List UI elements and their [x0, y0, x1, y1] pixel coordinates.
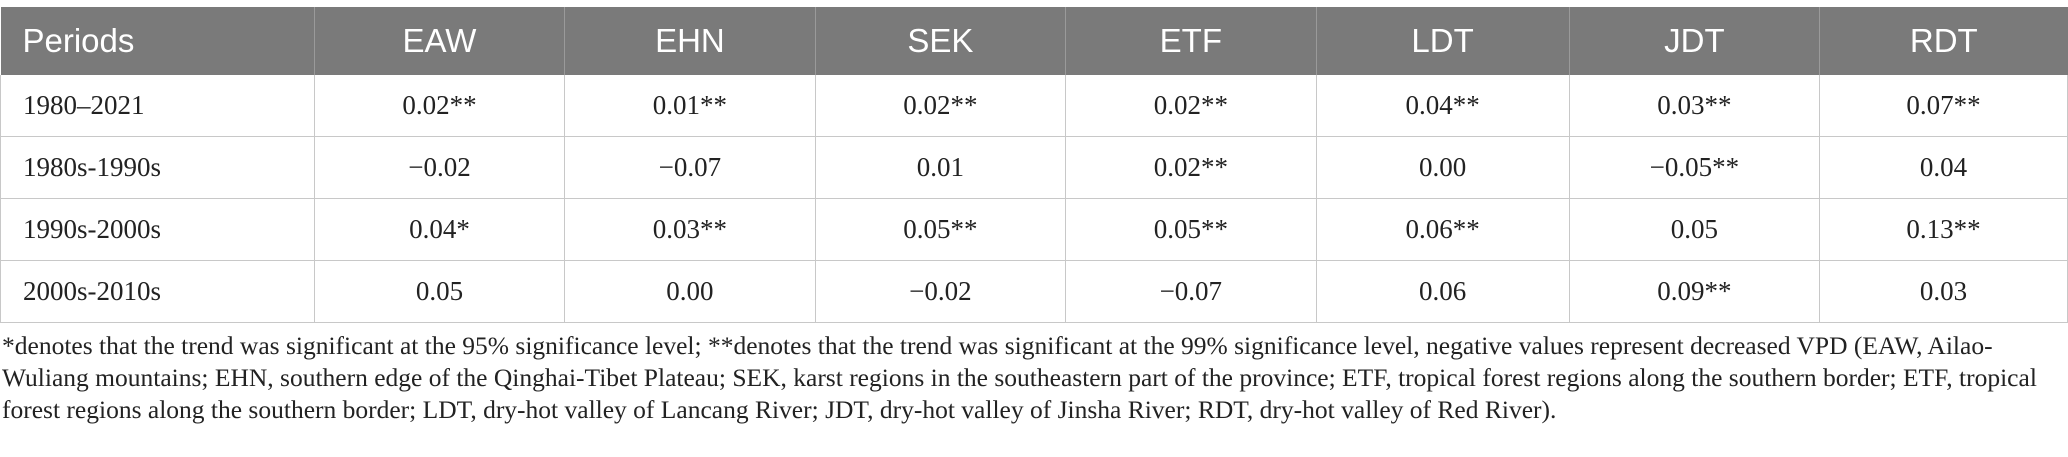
header-jdt: JDT: [1568, 7, 1820, 75]
data-table-container: Periods EAW EHN SEK ETF LDT JDT RDT 1980…: [0, 7, 2068, 323]
table-row: 2000s-2010s 0.05 0.00 −0.02 −0.07 0.06 0…: [0, 260, 2068, 323]
value-cell: 0.01: [814, 136, 1066, 199]
header-eaw: EAW: [313, 7, 565, 75]
value-cell: 0.03: [1819, 260, 2068, 323]
table-row: 1980–2021 0.02** 0.01** 0.02** 0.02** 0.…: [0, 75, 2068, 137]
value-cell: 0.02**: [814, 75, 1066, 137]
header-periods: Periods: [0, 7, 315, 75]
value-cell: 0.03**: [1568, 75, 1820, 137]
value-cell: 0.13**: [1819, 198, 2068, 261]
value-cell: 0.04**: [1315, 75, 1570, 137]
value-cell: 0.07**: [1819, 75, 2068, 137]
header-rdt: RDT: [1819, 7, 2068, 75]
value-cell: 0.00: [1315, 136, 1570, 199]
value-cell: 0.03**: [564, 198, 816, 261]
period-cell: 2000s-2010s: [0, 260, 315, 323]
value-cell: −0.05**: [1568, 136, 1820, 199]
value-cell: 0.05: [313, 260, 565, 323]
value-cell: 0.09**: [1568, 260, 1820, 323]
period-cell: 1980s-1990s: [0, 136, 315, 199]
value-cell: −0.02: [814, 260, 1066, 323]
value-cell: −0.07: [564, 136, 816, 199]
value-cell: −0.02: [313, 136, 565, 199]
header-ehn: EHN: [564, 7, 816, 75]
table-row: 1990s-2000s 0.04* 0.03** 0.05** 0.05** 0…: [0, 198, 2068, 261]
header-etf: ETF: [1065, 7, 1317, 75]
value-cell: 0.02**: [313, 75, 565, 137]
value-cell: 0.02**: [1065, 75, 1317, 137]
value-cell: 0.00: [564, 260, 816, 323]
value-cell: −0.07: [1065, 260, 1317, 323]
value-cell: 0.05**: [1065, 198, 1317, 261]
table-header-row: Periods EAW EHN SEK ETF LDT JDT RDT: [0, 7, 2068, 75]
header-ldt: LDT: [1315, 7, 1570, 75]
period-cell: 1990s-2000s: [0, 198, 315, 261]
value-cell: 0.02**: [1065, 136, 1317, 199]
value-cell: 0.01**: [564, 75, 816, 137]
header-sek: SEK: [814, 7, 1066, 75]
value-cell: 0.04*: [313, 198, 565, 261]
period-cell: 1980–2021: [0, 75, 315, 137]
value-cell: 0.04: [1819, 136, 2068, 199]
value-cell: 0.05**: [814, 198, 1066, 261]
value-cell: 0.05: [1568, 198, 1820, 261]
table-footnote: *denotes that the trend was significant …: [2, 331, 2037, 424]
value-cell: 0.06: [1315, 260, 1570, 323]
table-row: 1980s-1990s −0.02 −0.07 0.01 0.02** 0.00…: [0, 136, 2068, 199]
vpd-trend-table: Periods EAW EHN SEK ETF LDT JDT RDT 1980…: [0, 7, 2068, 323]
value-cell: 0.06**: [1315, 198, 1570, 261]
